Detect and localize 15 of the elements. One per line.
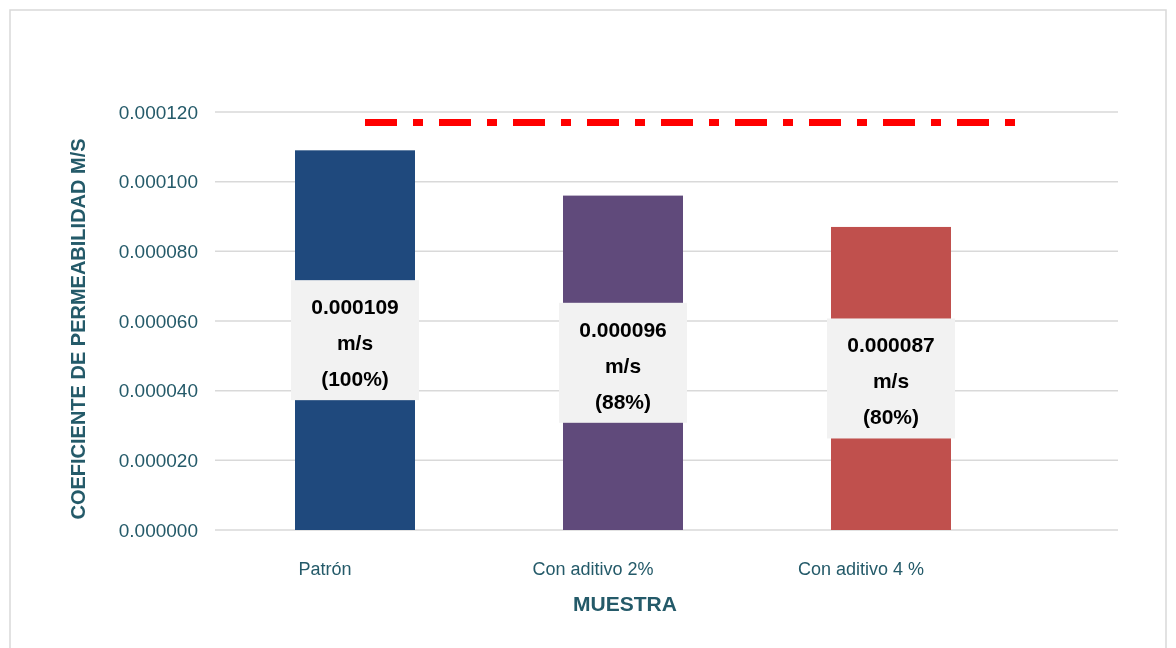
- x-tick-label: Patrón: [298, 559, 352, 579]
- y-tick-label: 0.000120: [118, 101, 198, 123]
- x-tick-label: Con aditivo 4 %: [797, 559, 925, 579]
- data-label: 0.000109 m/s (100%): [311, 295, 399, 391]
- x-axis-title: MUESTRA: [573, 592, 677, 615]
- y-tick-label: 0.000100: [118, 171, 198, 193]
- y-tick-label: 0.000020: [118, 449, 198, 471]
- y-tick-label: 0.000040: [118, 380, 198, 402]
- x-tick-label: Con aditivo 2%: [532, 559, 654, 579]
- data-label: 0.000096 m/s (88%): [579, 317, 667, 413]
- y-tick-label: 0.000000: [118, 519, 198, 541]
- y-axis-title: COEFICIENTE DE PERMEABILIDAD M/S: [67, 138, 89, 520]
- data-label: 0.000087 m/s (80%): [847, 333, 935, 429]
- y-tick-label: 0.000080: [118, 240, 198, 262]
- y-tick-label: 0.000060: [118, 310, 198, 332]
